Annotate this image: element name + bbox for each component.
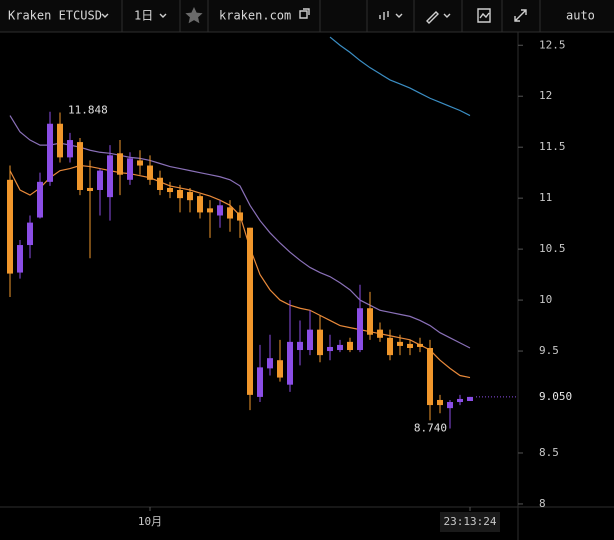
y-tick-label: 11.5	[539, 140, 566, 153]
toolbar: Kraken ETCUSD 1日 kraken.com auto	[0, 0, 614, 33]
candle-body	[457, 398, 463, 403]
candle-body	[287, 341, 293, 385]
chart-type-icon[interactable]	[379, 11, 389, 20]
candle-body	[417, 343, 423, 347]
candle-body	[367, 308, 373, 335]
candle-body	[397, 341, 403, 346]
moving-average	[9, 115, 471, 349]
candle-body	[157, 177, 163, 190]
candle-body	[317, 329, 323, 356]
candle-body	[37, 181, 43, 218]
candle-body	[197, 196, 203, 213]
y-tick-label: 8	[539, 497, 546, 510]
candle-body	[177, 189, 183, 199]
candle-body	[447, 402, 453, 409]
candle-body	[427, 347, 433, 406]
symbol[interactable]: Kraken ETCUSD	[8, 9, 102, 23]
candle-body	[227, 207, 233, 219]
candle-body	[77, 142, 83, 190]
indicator-icon[interactable]	[477, 8, 491, 23]
interval[interactable]: 1日	[134, 9, 153, 23]
candle-body	[327, 346, 333, 352]
draw-icon[interactable]	[426, 11, 439, 24]
candle-body	[127, 158, 133, 180]
x-tick-label: 23:13:24	[444, 515, 497, 528]
site-link[interactable]: kraken.com	[219, 9, 291, 23]
dropdown-icon[interactable]	[101, 13, 109, 18]
candle-body	[357, 308, 363, 351]
fullscreen-icon[interactable]	[514, 9, 527, 22]
last-price-bg	[519, 387, 614, 406]
candle-body	[87, 187, 93, 192]
candle-body	[107, 155, 113, 198]
time-label-bg	[440, 512, 500, 532]
candle-body	[67, 140, 73, 158]
y-tick-label: 10.5	[539, 242, 566, 255]
dropdown-icon[interactable]	[159, 13, 167, 18]
y-tick-label: 12	[539, 89, 552, 102]
plot-area	[7, 36, 473, 429]
candle-body	[407, 343, 413, 348]
y-tick-label: 11	[539, 191, 552, 204]
candle-body	[267, 358, 273, 369]
candle-body	[217, 205, 223, 216]
candle-body	[137, 160, 143, 166]
candle-body	[377, 329, 383, 338]
candle-body	[307, 329, 313, 351]
candle-body	[27, 222, 33, 246]
x-tick-label: 10月	[138, 515, 162, 528]
candle-body	[207, 208, 213, 213]
external-icon[interactable]	[299, 8, 310, 19]
candle-body	[277, 360, 283, 378]
scale-mode[interactable]: auto	[566, 9, 595, 23]
candle-body	[57, 123, 63, 158]
candle-body	[257, 367, 263, 397]
candle-body	[167, 187, 173, 193]
candle-body	[147, 165, 153, 180]
y-tick-label: 12.5	[539, 38, 566, 51]
candle-body	[97, 170, 103, 190]
candle-body	[237, 212, 243, 221]
candle-body	[297, 341, 303, 351]
candle-body	[337, 344, 343, 351]
candle-body	[437, 399, 443, 406]
candle-body	[467, 396, 473, 401]
moving-average	[329, 36, 471, 117]
candle-body	[247, 227, 253, 395]
candle-body	[7, 179, 13, 274]
candle-body	[347, 341, 353, 351]
high-label: 11.848	[68, 104, 108, 117]
candle-body	[117, 153, 123, 175]
candle-body	[387, 337, 393, 356]
last-price-label: 9.050	[539, 390, 572, 403]
candle-body	[47, 123, 53, 182]
low-label: 8.740	[414, 422, 447, 435]
dropdown-icon[interactable]	[443, 13, 451, 18]
y-tick-label: 10	[539, 293, 552, 306]
candle-body	[17, 245, 23, 273]
favorite-icon[interactable]	[185, 7, 203, 24]
y-tick-label: 8.5	[539, 446, 559, 459]
candle-body	[187, 192, 193, 201]
dropdown-icon[interactable]	[395, 13, 403, 18]
y-tick-label: 9.5	[539, 344, 559, 357]
